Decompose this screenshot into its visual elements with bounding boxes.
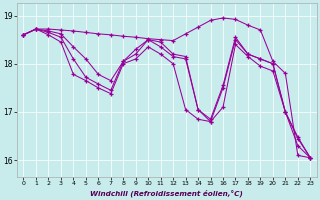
X-axis label: Windchill (Refroidissement éolien,°C): Windchill (Refroidissement éolien,°C) xyxy=(91,189,243,197)
